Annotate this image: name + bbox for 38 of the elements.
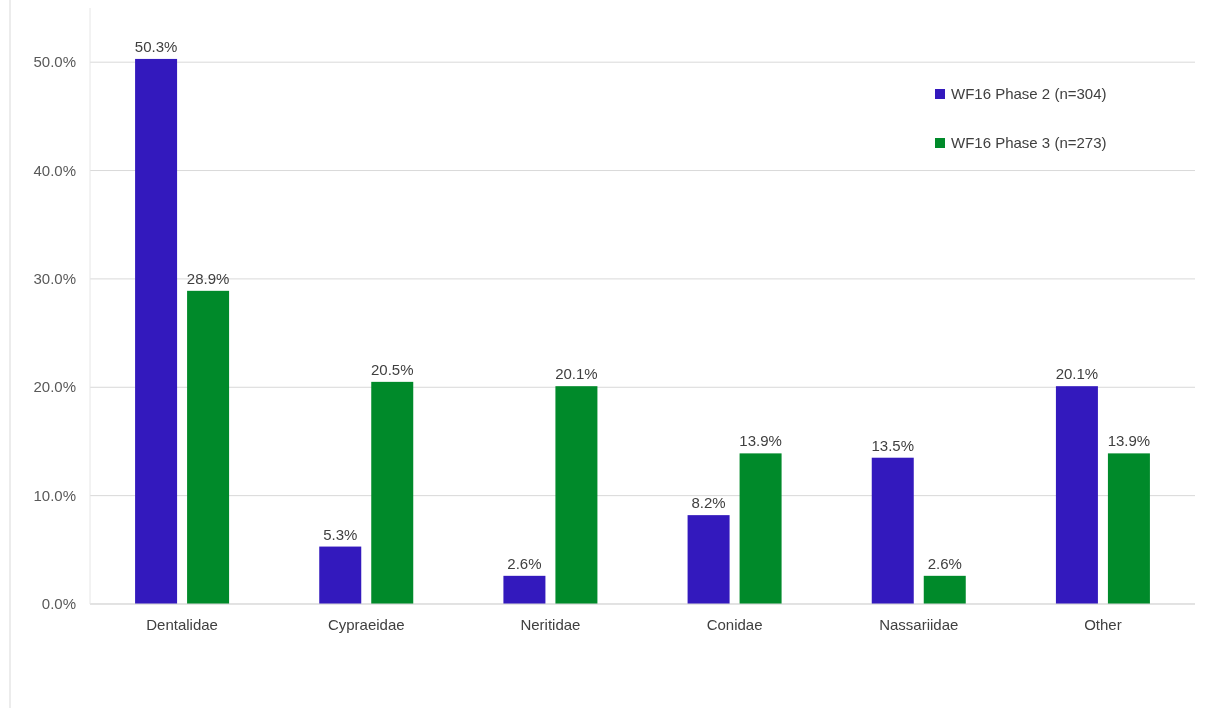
y-tick-label: 20.0% [33, 378, 76, 396]
data-label: 28.9% [186, 269, 230, 287]
data-label: 2.6% [507, 554, 542, 572]
bar [923, 575, 966, 604]
bar [1107, 453, 1150, 604]
bar [871, 457, 914, 604]
data-label: 13.9% [739, 432, 782, 450]
bar [371, 381, 414, 604]
x-tick-label: Neritidae [520, 616, 581, 633]
x-tick-label: Nassariidae [879, 616, 959, 633]
legend-label: WF16 Phase 3 (n=273) [951, 134, 1107, 151]
y-tick-label: 0.0% [41, 595, 76, 612]
legend-label: WF16 Phase 2 (n=304) [951, 85, 1107, 102]
bar [687, 515, 730, 604]
y-tick-label: 30.0% [33, 269, 76, 287]
bar [555, 386, 598, 604]
bar [319, 546, 362, 604]
bar [503, 575, 546, 604]
data-label: 13.9% [1107, 432, 1151, 450]
bar [135, 58, 178, 604]
x-tick-label: Dentalidae [146, 616, 218, 633]
data-label: 5.3% [323, 525, 358, 543]
y-tick-label: 50.0% [33, 53, 76, 71]
x-tick-label: Other [1084, 616, 1122, 633]
data-label: 20.5% [370, 360, 414, 378]
data-label: 20.1% [555, 365, 598, 383]
data-label: 2.6% [927, 554, 962, 572]
data-label: 13.5% [871, 436, 915, 454]
x-tick-label: Conidae [706, 616, 763, 633]
bar [739, 453, 782, 604]
bar [187, 290, 230, 604]
y-tick-label: 10.0% [33, 486, 76, 504]
data-label: 50.3% [134, 37, 178, 55]
bar [1055, 386, 1098, 604]
x-tick-label: Cypraeidae [327, 616, 405, 633]
y-tick-label: 40.0% [33, 161, 76, 179]
data-label: 20.1% [1055, 365, 1099, 383]
data-label: 8.2% [691, 494, 726, 512]
